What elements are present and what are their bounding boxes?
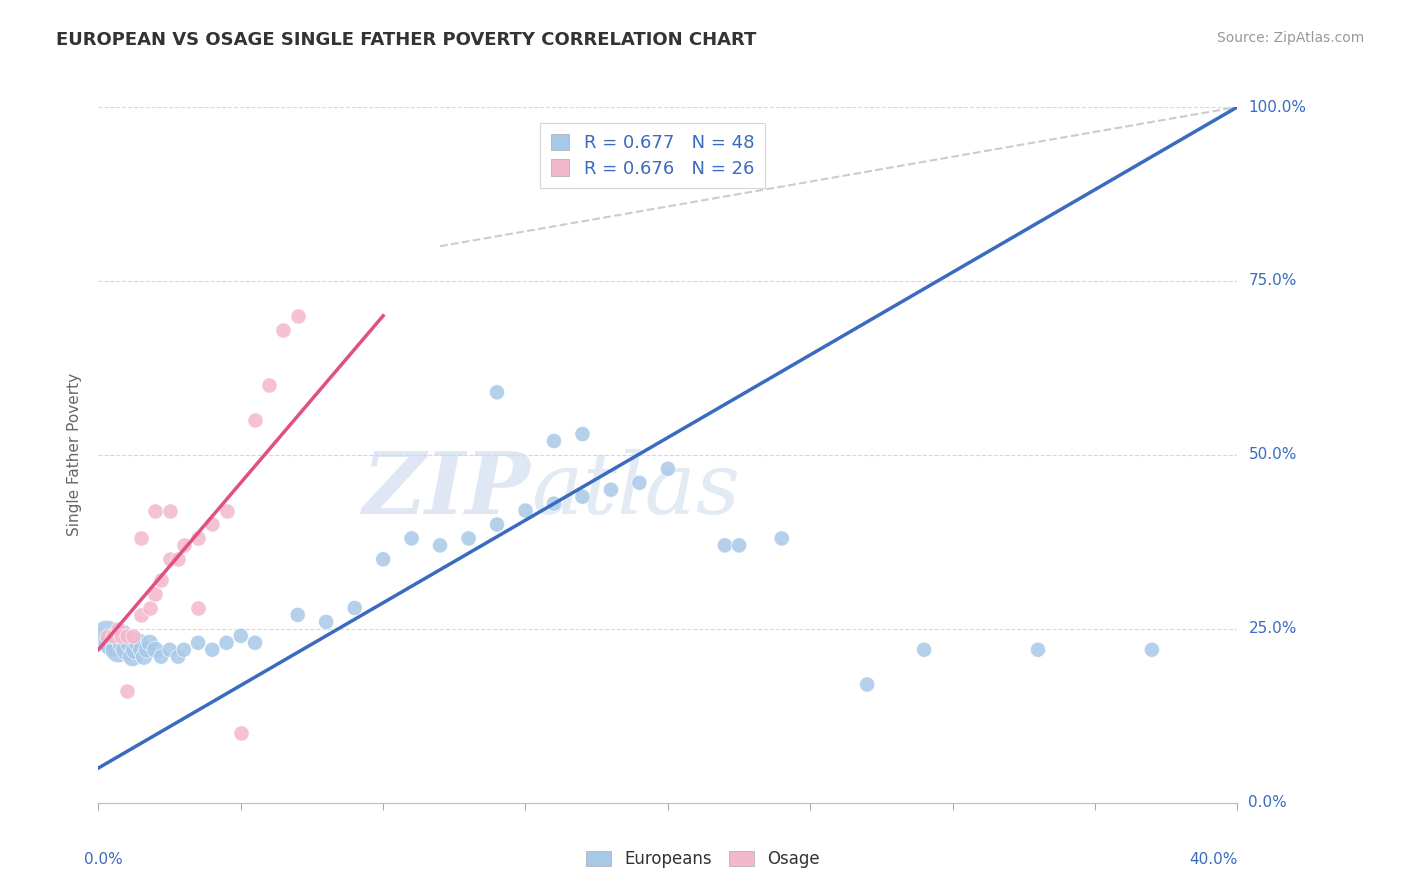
Point <box>187 601 209 615</box>
Text: atlas: atlas <box>531 449 741 531</box>
Point <box>259 378 281 392</box>
Point <box>121 629 143 643</box>
Y-axis label: Single Father Poverty: Single Father Poverty <box>67 374 83 536</box>
Point <box>273 323 295 337</box>
Text: EUROPEAN VS OSAGE SINGLE FATHER POVERTY CORRELATION CHART: EUROPEAN VS OSAGE SINGLE FATHER POVERTY … <box>56 31 756 49</box>
Point <box>135 642 157 657</box>
Point <box>912 642 935 657</box>
Point <box>150 649 173 664</box>
Text: Source: ZipAtlas.com: Source: ZipAtlas.com <box>1216 31 1364 45</box>
Point <box>145 587 167 601</box>
Point <box>107 622 129 636</box>
Point <box>657 462 679 476</box>
Text: 50.0%: 50.0% <box>1249 448 1296 462</box>
Point <box>343 601 366 615</box>
Point <box>457 532 479 546</box>
Point <box>150 573 173 587</box>
Point <box>486 517 509 532</box>
Point <box>429 538 451 552</box>
Point <box>132 649 155 664</box>
Point <box>115 629 138 643</box>
Point <box>159 642 181 657</box>
Legend: Europeans, Osage: Europeans, Osage <box>579 844 827 875</box>
Point <box>571 427 593 442</box>
Text: 0.0%: 0.0% <box>1249 796 1286 810</box>
Text: 75.0%: 75.0% <box>1249 274 1296 288</box>
Point <box>115 684 138 698</box>
Point <box>129 532 152 546</box>
Text: 40.0%: 40.0% <box>1189 852 1237 866</box>
Point <box>1026 642 1049 657</box>
Point <box>243 636 266 650</box>
Point <box>129 607 152 622</box>
Point <box>229 726 252 740</box>
Point <box>201 517 224 532</box>
Text: 25.0%: 25.0% <box>1249 622 1296 636</box>
Point <box>543 434 565 448</box>
Point <box>515 503 537 517</box>
Point <box>121 649 143 664</box>
Point <box>138 636 160 650</box>
Point <box>145 503 167 517</box>
Point <box>173 642 195 657</box>
Point <box>110 629 132 643</box>
Point <box>118 636 141 650</box>
Point <box>187 532 209 546</box>
Point <box>315 615 337 629</box>
Point <box>714 538 737 552</box>
Point <box>543 497 565 511</box>
Legend: R = 0.677   N = 48, R = 0.676   N = 26: R = 0.677 N = 48, R = 0.676 N = 26 <box>540 123 765 188</box>
Point <box>229 629 252 643</box>
Point <box>1140 642 1163 657</box>
Point <box>101 629 124 643</box>
Point <box>124 642 146 657</box>
Point <box>115 642 138 657</box>
Point <box>215 503 238 517</box>
Point <box>173 538 195 552</box>
Point <box>215 636 238 650</box>
Point <box>856 677 879 691</box>
Point <box>159 503 181 517</box>
Point <box>138 601 160 615</box>
Point <box>129 642 152 657</box>
Point <box>112 636 135 650</box>
Point <box>371 552 394 566</box>
Point <box>96 629 118 643</box>
Point <box>287 607 309 622</box>
Point <box>101 636 124 650</box>
Point <box>107 642 129 657</box>
Point <box>127 636 149 650</box>
Point <box>167 649 190 664</box>
Point <box>486 385 509 400</box>
Point <box>110 629 132 643</box>
Text: ZIP: ZIP <box>363 448 531 532</box>
Point <box>600 483 623 497</box>
Point <box>167 552 190 566</box>
Point <box>628 475 651 490</box>
Point <box>243 413 266 427</box>
Point <box>571 490 593 504</box>
Text: 0.0%: 0.0% <box>84 852 122 866</box>
Point <box>159 552 181 566</box>
Point <box>201 642 224 657</box>
Point <box>187 636 209 650</box>
Point <box>401 532 423 546</box>
Point <box>145 642 167 657</box>
Point <box>287 309 309 323</box>
Text: 100.0%: 100.0% <box>1249 100 1306 114</box>
Point <box>770 532 793 546</box>
Point <box>728 538 751 552</box>
Point <box>96 629 118 643</box>
